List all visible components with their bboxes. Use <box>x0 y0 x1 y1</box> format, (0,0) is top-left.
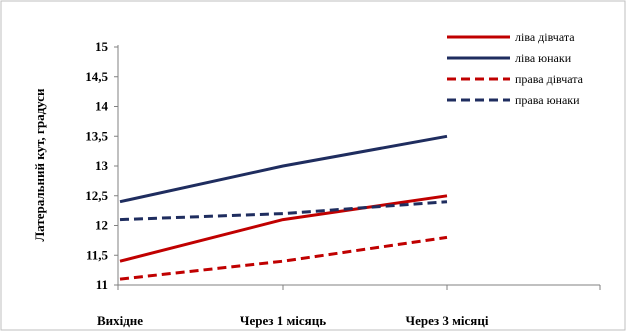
chart-legend: ліва дівчата ліва юнаки права дівчата права… <box>447 30 584 107</box>
series-line-4 <box>119 200 448 222</box>
y-tick-label: 13,5 <box>85 128 108 143</box>
series-line-1 <box>119 194 448 263</box>
chart-series <box>119 134 448 281</box>
y-tick-label: 12 <box>95 218 108 233</box>
x-tick-label: Вихідне <box>97 313 143 328</box>
x-tick-label: Через 1 місяць <box>240 313 326 328</box>
legend-label: ліва юнаки <box>515 51 572 65</box>
y-tick-label: 15 <box>95 39 109 54</box>
series-line-2 <box>119 134 448 204</box>
y-tick-label: 14 <box>95 99 109 114</box>
legend-label: ліва дівчата <box>515 30 575 44</box>
y-tick-label: 13 <box>95 158 109 173</box>
y-tick-label: 14,5 <box>85 69 108 84</box>
legend-label: права дівчата <box>515 72 584 86</box>
x-tick-label: Через 3 місяці <box>406 313 489 328</box>
chart-axes: 11 11,5 12 12,5 13 13,5 14 14,5 15 Вихідне Через 1… <box>85 39 601 328</box>
y-tick-label: 11,5 <box>86 247 109 262</box>
y-axis-label: Латеральний кут, градуси <box>32 88 47 242</box>
y-tick-label: 12,5 <box>85 188 108 203</box>
series-line-3 <box>119 235 448 281</box>
legend-label: права юнаки <box>515 93 580 107</box>
y-tick-label: 11 <box>96 277 108 292</box>
